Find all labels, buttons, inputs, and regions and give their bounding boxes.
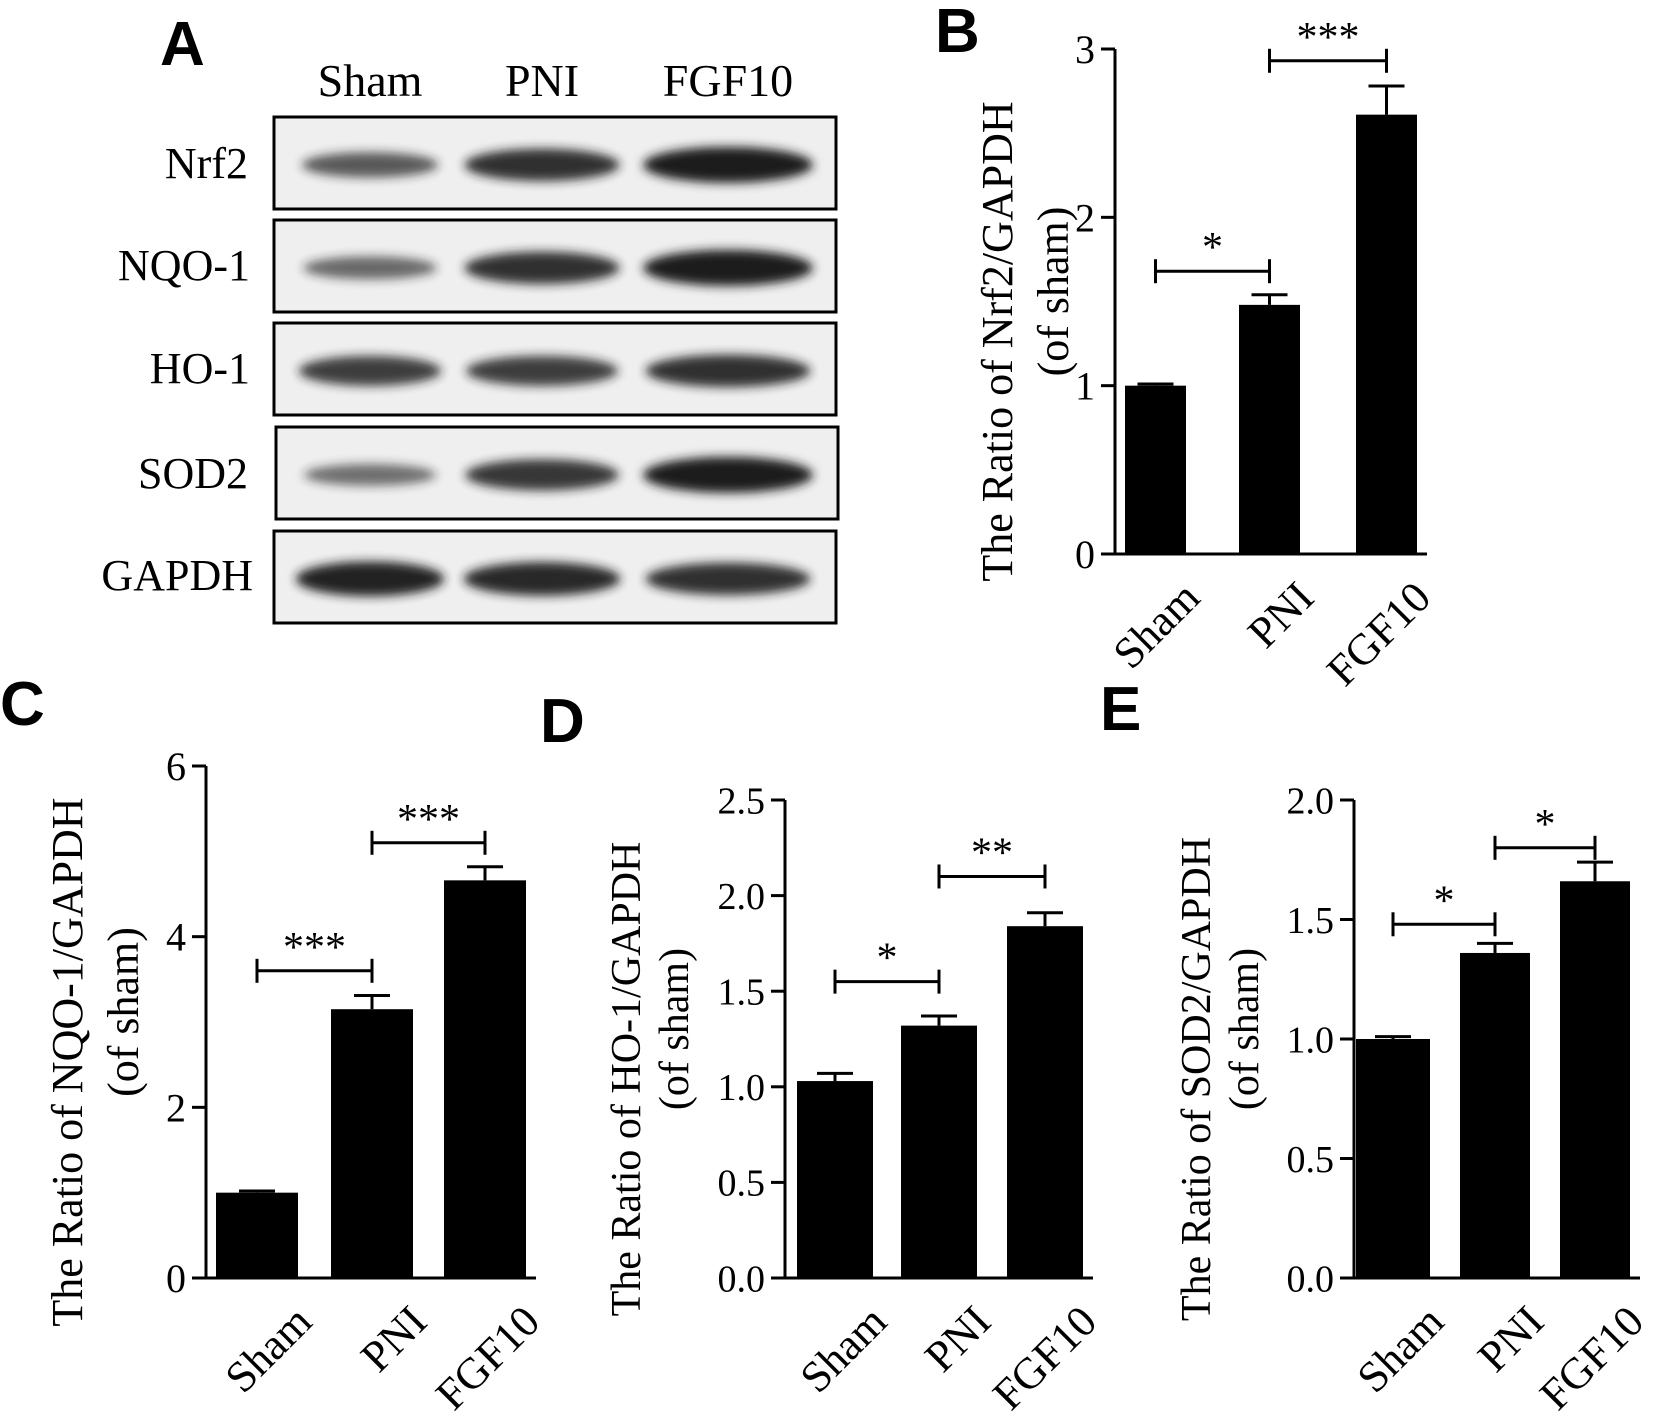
significance-label-d: ** [971,830,1013,876]
blot-row-label-nqo1: NQO-1 [118,241,250,290]
y-axis-label-b: The Ratio of Nrf2/GAPDH [973,101,1022,581]
y-axis-sublabel-e: (of sham) [1222,948,1268,1110]
blot-band-ho1-fgf10 [645,354,811,388]
bar-b-fgf10 [1356,114,1417,555]
blot-band-gapdh-pni [463,562,621,596]
y-tick-label-e: 0.0 [1287,1258,1335,1300]
panel-letter-d: D [540,687,585,756]
y-axis-sublabel-c: (of sham) [99,927,148,1097]
blot-band-ho1-pni [466,355,618,386]
bar-c-fgf10 [444,880,526,1278]
blot-band-nqo1-fgf10 [643,249,813,286]
bar-e-sham [1356,1039,1430,1278]
y-tick-label-e: 1.5 [1287,900,1335,942]
x-tick-label-b: Sham [1104,572,1210,678]
western-blot: Sham PNI FGF10 Nrf2 NQO-1 HO-1 SOD2 GAPD… [101,55,840,625]
significance-label-b: * [1202,225,1223,271]
bar-e-pni [1460,952,1530,1278]
y-tick-label-d: 0.5 [718,1163,766,1205]
bar-c-pni [331,1009,413,1278]
bar-d-pni [901,1025,977,1278]
bar-b-sham [1125,385,1186,554]
blot-band-nrf2-fgf10 [643,146,813,183]
x-tick-label-c: FGF10 [426,1296,549,1419]
y-tick-label-c: 4 [166,915,186,960]
blot-band-nrf2-pni [464,148,620,182]
blot-column-label-sham: Sham [318,55,423,106]
blot-row-label-gapdh: GAPDH [101,551,253,600]
significance-label-e: * [1434,878,1455,924]
bar-b-pni [1239,304,1300,554]
significance-label-c: *** [283,925,346,971]
y-tick-label-c: 0 [166,1256,186,1301]
blot-column-label-fgf10: FGF10 [663,55,793,106]
x-tick-label-d: PNI [915,1296,1000,1381]
blot-band-gapdh-sham [295,561,445,597]
y-tick-label-e: 1.0 [1287,1019,1335,1061]
y-tick-label-e: 0.5 [1287,1139,1335,1181]
blot-band-nqo1-sham [303,256,437,280]
y-tick-label-d: 2.5 [718,780,766,822]
y-tick-label-d: 1.0 [718,1067,766,1109]
significance-label-d: * [877,936,898,982]
y-axis-label-e: The Ratio of SOD2/GAPDH [1174,837,1220,1321]
panel-letter-a: A [160,10,205,79]
bar-d-sham [797,1081,873,1278]
x-tick-label-e: FGF10 [1530,1296,1653,1419]
y-tick-label-d: 0.0 [718,1258,766,1300]
blot-row-label-nrf2: Nrf2 [165,139,248,188]
x-tick-label-b: FGF10 [1317,572,1440,695]
x-tick-label-e: Sham [1348,1296,1454,1402]
y-tick-label-b: 2 [1075,195,1095,240]
blot-band-sod2-fgf10 [643,456,813,493]
blot-strips [272,115,840,625]
y-axis-sublabel-d: (of sham) [652,948,698,1110]
x-tick-label-c: PNI [351,1296,436,1381]
bar-e-fgf10 [1560,881,1630,1278]
y-tick-label-b: 3 [1075,27,1095,72]
blot-column-label-pni: PNI [505,55,579,106]
y-tick-label-d: 1.5 [718,972,766,1014]
blot-band-ho1-sham [298,355,442,386]
blot-band-sod2-pni [465,459,619,491]
blot-band-gapdh-fgf10 [645,562,811,596]
bar-d-fgf10 [1007,926,1083,1278]
y-axis-label-d: The Ratio of HO-1/GAPDH [604,842,650,1317]
significance-label-c: *** [397,797,460,843]
bar-c-sham [216,1192,298,1278]
y-axis-sublabel-b: (of sham) [1029,207,1078,377]
blot-row-label-ho1: HO-1 [150,344,250,393]
x-tick-label-b: PNI [1238,572,1323,657]
y-tick-label-b: 1 [1075,364,1095,409]
panel-letter-c: C [0,670,45,739]
y-axis-label-c: The Ratio of NQO-1/GAPDH [43,797,92,1326]
blot-row-label-sod2: SOD2 [138,449,248,498]
x-tick-label-d: Sham [791,1296,897,1402]
y-tick-label-d: 2.0 [718,876,766,918]
blot-band-sod2-sham [304,464,436,486]
significance-label-e: * [1535,802,1556,848]
y-tick-label-e: 2.0 [1287,780,1335,822]
panel-letter-b: B [935,0,980,66]
significance-label-b: *** [1297,15,1360,61]
blot-band-nqo1-pni [464,251,620,285]
blot-band-nrf2-sham [301,152,439,178]
panel-letter-e: E [1100,675,1141,744]
y-tick-label-c: 2 [166,1085,186,1130]
x-tick-label-d: FGF10 [983,1296,1106,1419]
x-tick-label-e: PNI [1468,1296,1553,1381]
y-tick-label-b: 0 [1075,532,1095,577]
x-tick-label-c: Sham [216,1296,322,1402]
y-tick-label-c: 6 [166,744,186,789]
